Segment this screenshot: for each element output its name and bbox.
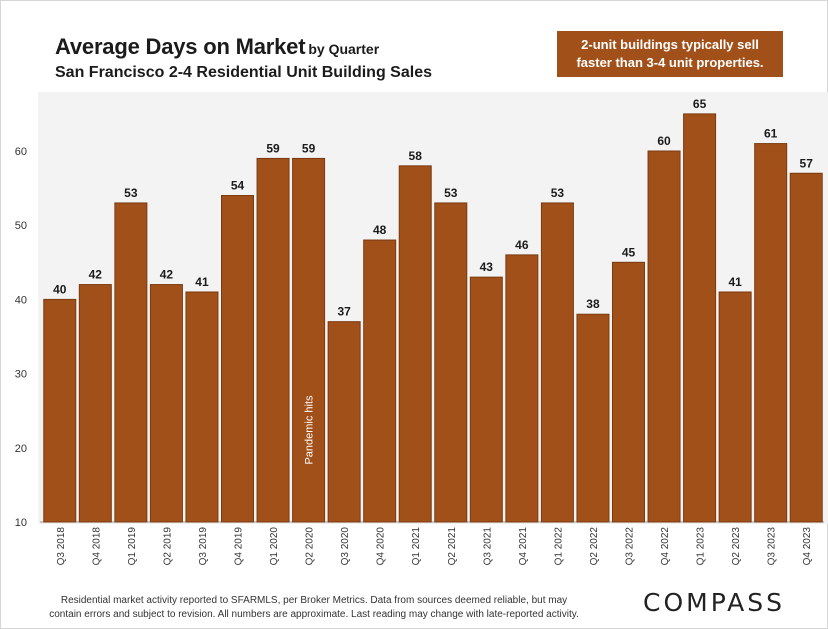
bar xyxy=(718,291,752,523)
data-label: 58 xyxy=(409,149,423,163)
bar xyxy=(398,165,432,523)
bar xyxy=(221,195,254,523)
bar xyxy=(43,298,77,523)
y-tick-label: 60 xyxy=(15,146,27,158)
x-tick-label: Q1 2019 xyxy=(127,527,138,566)
x-tick-label: Q2 2019 xyxy=(162,527,173,566)
bar xyxy=(789,172,823,523)
chart-title-main: Average Days on Market xyxy=(55,34,306,59)
data-label: 45 xyxy=(622,245,636,259)
data-label: 41 xyxy=(195,275,209,289)
data-label: 53 xyxy=(551,186,565,200)
data-label: 65 xyxy=(693,97,707,111)
chart-subtitle: San Francisco 2-4 Residential Unit Build… xyxy=(55,64,432,81)
data-label: 53 xyxy=(124,186,138,200)
data-label: 48 xyxy=(373,223,387,237)
data-label: 43 xyxy=(480,260,494,274)
x-tick-label: Q2 2020 xyxy=(305,527,316,566)
bar xyxy=(292,157,326,523)
x-tick-label: Q3 2021 xyxy=(482,527,493,566)
bar xyxy=(505,254,539,523)
bar xyxy=(149,284,183,523)
x-tick-label: Q3 2018 xyxy=(56,527,67,566)
bar xyxy=(540,202,574,523)
chart-title: Average Days on Market by Quarter xyxy=(55,34,432,60)
x-tick-label: Q3 2023 xyxy=(767,527,778,566)
data-label: 38 xyxy=(586,297,600,311)
data-label: 42 xyxy=(89,268,103,282)
bar xyxy=(683,113,717,523)
data-label: 37 xyxy=(337,305,351,319)
x-tick-label: Q3 2019 xyxy=(198,527,209,566)
data-label: 59 xyxy=(266,141,280,155)
callout-box: 2-unit buildings typically sell faster t… xyxy=(557,31,783,77)
x-tick-label: Q4 2019 xyxy=(234,527,245,566)
x-tick-label: Q1 2021 xyxy=(411,527,422,566)
data-label: 59 xyxy=(302,141,316,155)
data-label: 40 xyxy=(53,282,67,296)
bar xyxy=(434,202,468,523)
data-label: 57 xyxy=(800,156,814,170)
footer-disclaimer: Residential market activity reported to … xyxy=(49,595,579,620)
bar xyxy=(647,150,681,523)
x-tick-label: Q4 2018 xyxy=(91,527,102,566)
data-label: 60 xyxy=(657,134,671,148)
x-tick-label: Q2 2021 xyxy=(447,527,458,566)
y-tick-label: 10 xyxy=(15,517,27,529)
bar xyxy=(114,202,148,523)
bar xyxy=(754,143,788,523)
x-tick-label: Q4 2023 xyxy=(802,527,813,566)
data-label: 61 xyxy=(764,127,778,141)
data-label: 46 xyxy=(515,238,529,252)
y-tick-label: 40 xyxy=(15,294,27,306)
compass-logo: COMPASS xyxy=(643,588,786,617)
y-tick-label: 30 xyxy=(15,369,27,381)
bar xyxy=(256,157,290,523)
bar xyxy=(363,239,397,523)
x-tick-label: Q3 2020 xyxy=(340,527,351,566)
bar xyxy=(185,291,219,523)
data-label: 42 xyxy=(160,268,174,282)
title-block: Average Days on Market by Quarter San Fra… xyxy=(55,34,432,82)
x-tick-label: Q4 2020 xyxy=(376,527,387,566)
data-label: 54 xyxy=(231,179,245,193)
y-tick-label: 20 xyxy=(15,443,27,455)
bar xyxy=(612,261,645,523)
bar xyxy=(78,284,112,523)
x-tick-label: Q3 2022 xyxy=(625,527,636,566)
bar xyxy=(327,321,361,523)
chart-title-suffix: by Quarter xyxy=(308,41,380,57)
data-label: 41 xyxy=(728,275,742,289)
x-tick-label: Q4 2021 xyxy=(518,527,529,566)
x-tick-label: Q2 2022 xyxy=(589,527,600,566)
x-tick-label: Q1 2022 xyxy=(553,527,564,566)
x-tick-label: Q4 2022 xyxy=(660,527,671,566)
bar xyxy=(576,313,610,523)
data-label: 53 xyxy=(444,186,458,200)
bar xyxy=(469,276,503,523)
annotation-label: Pandemic hits xyxy=(304,395,316,465)
y-tick-label: 50 xyxy=(15,220,27,232)
x-tick-label: Q1 2020 xyxy=(269,527,280,566)
x-tick-label: Q2 2023 xyxy=(731,527,742,566)
x-tick-label: Q1 2023 xyxy=(696,527,707,566)
